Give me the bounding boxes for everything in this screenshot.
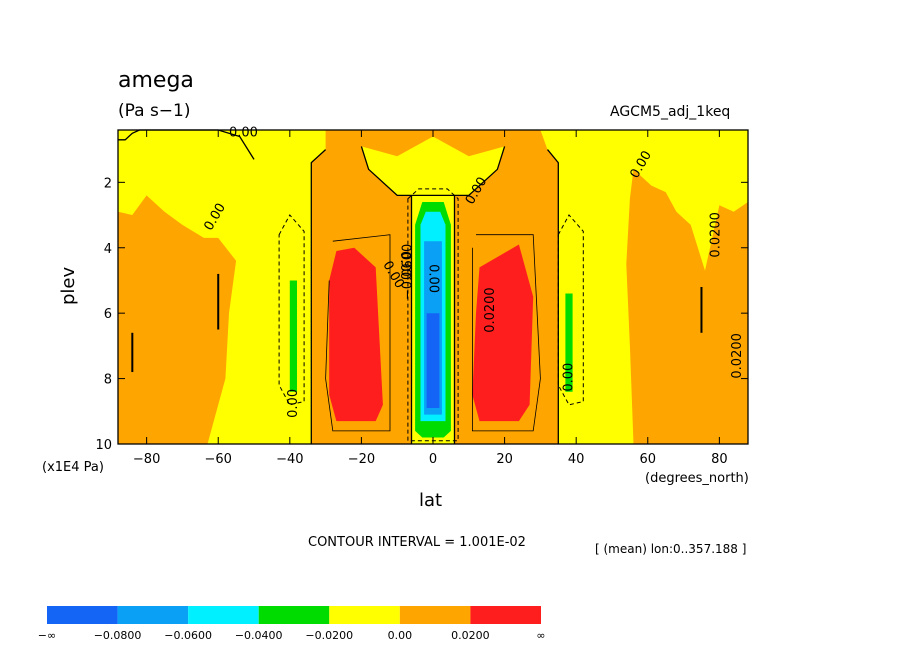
band-gt-0.02-nh [472,244,534,422]
y-tick-label: 4 [104,242,112,257]
colorbar-label: 0.00 [388,629,413,642]
x-axis-label: lat [419,490,443,511]
x-tick-label: 60 [639,452,656,467]
colorbar-swatch [47,606,118,624]
contour-label: 0.0200 [708,212,723,258]
contour-zero-nh-edge [546,149,559,444]
contour-zero-sh-edge [310,149,327,444]
band-neg0.02-to-0-sh [118,130,326,444]
band-neg0.04-sh [289,280,297,392]
band-neg0.02-to-0-top [361,136,505,196]
contour-label: 0.00 [562,363,577,392]
band-gt-0.02-sh [329,247,383,422]
colorbar-swatch [188,606,259,624]
x-tick-label: 20 [496,452,513,467]
colorbar-label: −0.0400 [235,629,283,642]
band-lt-neg0.08-eq [426,313,440,408]
colorbar-label: ∞ [536,629,545,642]
contour-label: 0.0200 [483,287,498,333]
x-axis-units: (degrees_north) [645,471,749,486]
contour-0.02-sh [325,234,391,432]
colorbar-swatch [470,606,541,624]
colorbar-label: 0.0200 [451,629,490,642]
contour-label: 0.00 [286,389,301,418]
colorbar-label: −0.0600 [164,629,212,642]
contour-label: −0.0600 [401,244,416,300]
y-axis-units: (x1E4 Pa) [42,460,104,475]
x-tick-label: −60 [205,452,232,467]
contour-label: 0.00 [397,251,412,280]
band-neg0.04-nh [565,293,573,392]
contour-zero-top [360,146,506,197]
colorbar-swatch [258,606,330,624]
y-tick-label: 10 [95,438,112,453]
y-tick-label: 8 [104,373,112,388]
colorbar-swatch [117,606,189,624]
x-tick-label: −80 [133,452,160,467]
contour-label: 0.00 [425,264,440,293]
chart-title: amega [118,68,194,93]
contour-0.02-nh [471,234,541,432]
contour-dashed-nh [557,214,584,406]
x-tick-label: 0 [429,452,437,467]
contour-interval-label: CONTOUR INTERVAL = 1.001E-02 [308,535,526,550]
contour-dashed-sh [278,214,305,406]
dataset-label: AGCM5_adj_1keq [610,104,731,120]
x-tick-label: 40 [568,452,585,467]
band-neg0.02-to-0-nh [540,130,748,444]
x-tick-label: 80 [711,452,728,467]
colorbar-label: −0.0200 [305,629,353,642]
x-tick-label: −40 [276,452,303,467]
colorbar-swatch [399,606,471,624]
y-axis-label: plev [58,266,79,305]
chart-units: (Pa s−1) [118,101,191,121]
y-tick-label: 2 [104,176,112,191]
y-tick-label: 6 [104,307,112,322]
contour-dashed-eq [407,188,459,442]
contour-label: 0.00 [229,126,258,141]
colorbar-label: −∞ [38,629,56,642]
x-tick-label: −20 [348,452,375,467]
contour-label: 0.0200 [730,333,745,379]
colorbar-swatch [329,606,400,624]
colorbar-label: −0.0800 [94,629,142,642]
region-label: [ (mean) lon:0..357.188 ] [595,542,747,556]
